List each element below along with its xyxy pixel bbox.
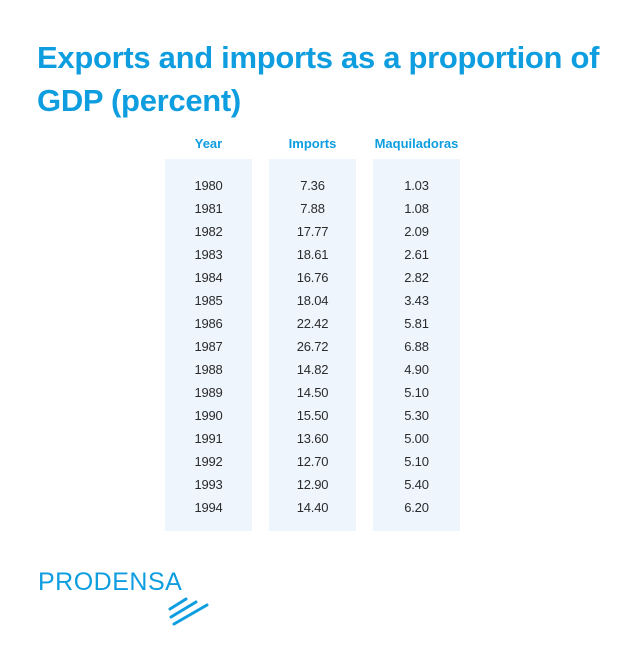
year-cell: 1989 <box>194 385 223 400</box>
chart-title: Exports and imports as a proportion of G… <box>37 40 600 118</box>
maquiladoras-cell: 5.30 <box>404 408 429 423</box>
maquiladoras-cell: 5.81 <box>404 316 429 331</box>
imports-cell: 18.04 <box>296 293 329 308</box>
year-cells: 1980 1981 1982 1983 1984 1985 1986 1987 1988 1989… <box>165 177 252 522</box>
maquiladoras-cell: 6.88 <box>404 339 429 354</box>
year-cell: 1982 <box>194 224 223 239</box>
year-cell: 1991 <box>194 431 223 446</box>
maquiladoras-cell: 4.90 <box>404 362 429 377</box>
imports-cell: 12.70 <box>296 454 329 469</box>
logo-text: PRODENSA <box>38 568 183 596</box>
maquiladoras-cell: 5.10 <box>404 385 429 400</box>
imports-cell: 14.50 <box>296 385 329 400</box>
imports-cells: 7.36 7.88 17.77 18.61 16.76 18.04 22.42 26.72 14… <box>269 177 356 522</box>
maquiladoras-cells: 1.03 1.08 2.09 2.61 2.82 3.43 5.81 6.88 4.90 5.10… <box>373 177 460 522</box>
maquiladoras-cell: 2.82 <box>404 270 429 285</box>
year-column-header: Year <box>194 136 223 151</box>
imports-cell: 18.61 <box>296 247 329 262</box>
imports-cell: 15.50 <box>296 408 329 423</box>
imports-cell: 17.77 <box>296 224 329 239</box>
diagonal-lines-icon <box>168 597 209 626</box>
year-cell: 1984 <box>194 270 223 285</box>
maquiladoras-cell: 3.43 <box>404 293 429 308</box>
maquiladoras-cell: 1.08 <box>404 201 429 216</box>
imports-cell: 26.72 <box>296 339 329 354</box>
imports-cell: 12.90 <box>296 477 329 492</box>
maquiladoras-cell: 5.40 <box>404 477 429 492</box>
year-cell: 1993 <box>194 477 223 492</box>
year-cell: 1990 <box>194 408 223 423</box>
maquiladoras-cell: 6.20 <box>404 500 429 515</box>
prodensa-logo: PRODENSA <box>38 568 209 626</box>
imports-cell: 13.60 <box>296 431 329 446</box>
year-cell: 1988 <box>194 362 223 377</box>
maquiladoras-column-header: Maquiladoras <box>374 136 459 151</box>
imports-cell: 16.76 <box>296 270 329 285</box>
year-cell: 1992 <box>194 454 223 469</box>
year-cell: 1980 <box>194 178 223 193</box>
imports-cell: 7.88 <box>300 201 325 216</box>
year-cell: 1986 <box>194 316 223 331</box>
maquiladoras-cell: 5.00 <box>404 431 429 446</box>
imports-column-background <box>269 159 356 531</box>
maquiladoras-cell: 5.10 <box>404 454 429 469</box>
maquiladoras-column-background <box>373 159 460 531</box>
maquiladoras-cell: 2.61 <box>404 247 429 262</box>
year-cell: 1985 <box>194 293 223 308</box>
year-cell: 1987 <box>194 339 223 354</box>
imports-cell: 14.40 <box>296 500 329 515</box>
maquiladoras-cell: 1.03 <box>404 178 429 193</box>
year-cell: 1994 <box>194 500 223 515</box>
year-cell: 1983 <box>194 247 223 262</box>
imports-cell: 14.82 <box>296 362 329 377</box>
year-cell: 1981 <box>194 201 223 216</box>
year-column-background <box>165 159 252 531</box>
imports-column-header: Imports <box>288 136 337 151</box>
imports-cell: 22.42 <box>296 316 329 331</box>
imports-cell: 7.36 <box>300 178 325 193</box>
maquiladoras-cell: 2.09 <box>404 224 429 239</box>
